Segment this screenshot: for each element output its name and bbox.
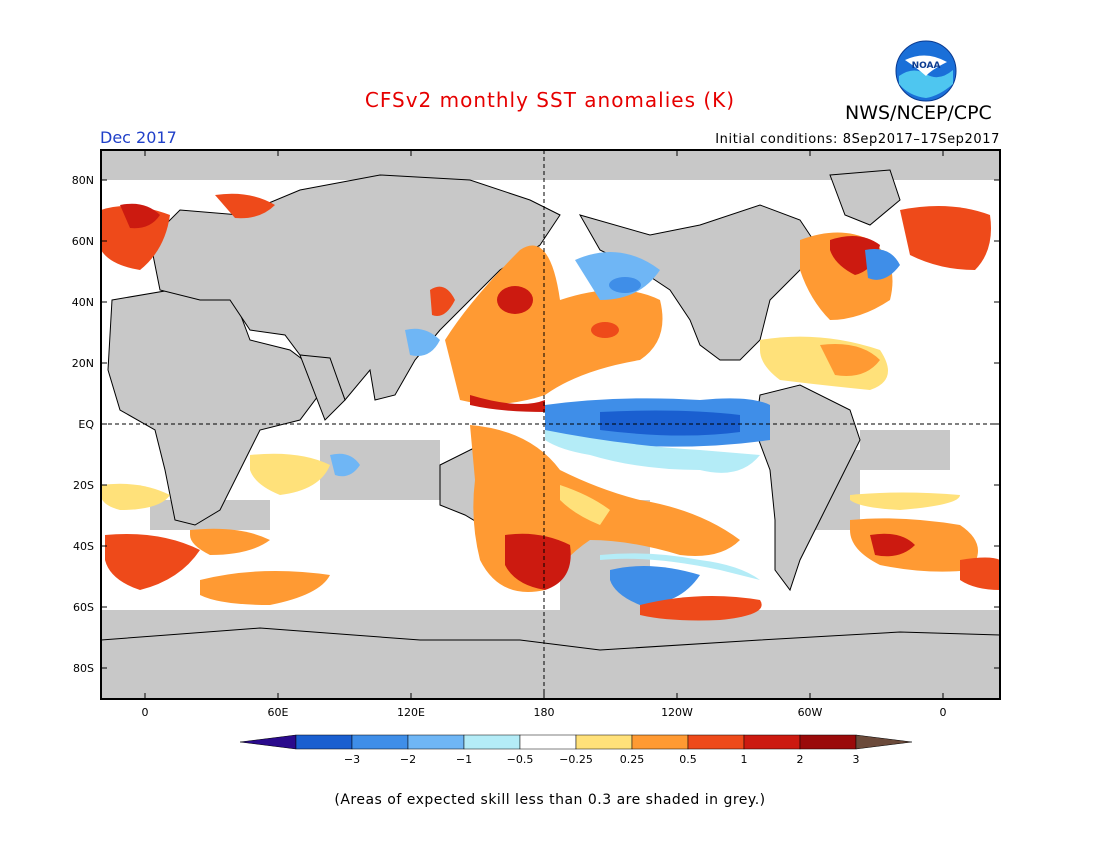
colorbar-segment	[799, 734, 857, 750]
south-america-landmass	[754, 384, 861, 592]
lon-label: 120E	[397, 706, 425, 719]
lat-label: 80N	[72, 174, 94, 187]
africa-landmass	[107, 284, 331, 526]
colorbar-tick-label: −3	[344, 753, 360, 766]
land-masses	[101, 169, 1000, 699]
longitude-ticks	[144, 150, 944, 699]
colorbar-segment	[295, 734, 353, 750]
antarctica-landmass	[101, 627, 1000, 699]
colorbar-segment	[463, 734, 521, 750]
map-title: CFSv2 monthly SST anomalies (K)	[364, 88, 736, 112]
lon-label: 0	[940, 706, 947, 719]
colorbar-segment	[407, 734, 465, 750]
lon-label: 0	[142, 706, 149, 719]
colorbar-tick-label: 3	[853, 753, 860, 766]
forecast-month-label: Dec 2017	[100, 128, 177, 147]
colorbar-segment	[575, 734, 633, 750]
skill-footnote: (Areas of expected skill less than 0.3 a…	[334, 792, 766, 808]
lat-label: EQ	[78, 418, 94, 431]
lat-label: 40S	[73, 540, 94, 553]
lat-label: 40N	[72, 296, 94, 309]
colorbar-tick-label: 2	[797, 753, 804, 766]
colorbar-segment	[631, 734, 689, 750]
agency-label: NWS/NCEP/CPC	[845, 102, 992, 124]
colorbar-tick-label: −0.25	[559, 753, 593, 766]
colorbar-tick-label: −0.5	[507, 753, 534, 766]
longitude-labels: 0 60E 120E 180 120W 60W 0	[142, 706, 947, 719]
lat-label: 60S	[73, 601, 94, 614]
colorbar-tick-label: 0.25	[620, 753, 645, 766]
lon-label: 120W	[661, 706, 693, 719]
colorbar-segment	[743, 734, 801, 750]
greenland-landmass	[829, 169, 901, 226]
colorbar-tick-label: 0.5	[679, 753, 697, 766]
india-landmass	[299, 354, 346, 421]
colorbar: −3 −2 −1 −0.5 −0.25 0.25 0.5 1 2 3	[239, 734, 913, 766]
colorbar-max-arrow	[855, 734, 913, 750]
lat-label: 80S	[73, 662, 94, 675]
lon-label: 60E	[268, 706, 289, 719]
lat-label: 20N	[72, 357, 94, 370]
lon-label: 180	[534, 706, 555, 719]
colorbar-segment	[519, 734, 577, 750]
colorbar-tick-label: −1	[456, 753, 472, 766]
colorbar-tick-label: −2	[400, 753, 416, 766]
latitude-labels: 80N 60N 40N 20N EQ 20S 40S 60S 80S	[72, 174, 95, 675]
lon-label: 60W	[798, 706, 823, 719]
colorbar-segment	[687, 734, 745, 750]
sst-anomaly-field	[101, 193, 1000, 621]
eurasia-landmass	[149, 174, 561, 401]
colorbar-min-arrow	[239, 734, 297, 750]
initial-conditions-label: Initial conditions: 8Sep2017–17Sep2017	[715, 132, 1000, 147]
lat-label: 20S	[73, 479, 94, 492]
latitude-ticks	[101, 179, 1000, 669]
lat-label: 60N	[72, 235, 94, 248]
colorbar-segment	[351, 734, 409, 750]
noaa-logo-text: NOAA	[912, 61, 941, 71]
noaa-logo: NOAA	[895, 40, 957, 102]
colorbar-tick-label: 1	[741, 753, 748, 766]
